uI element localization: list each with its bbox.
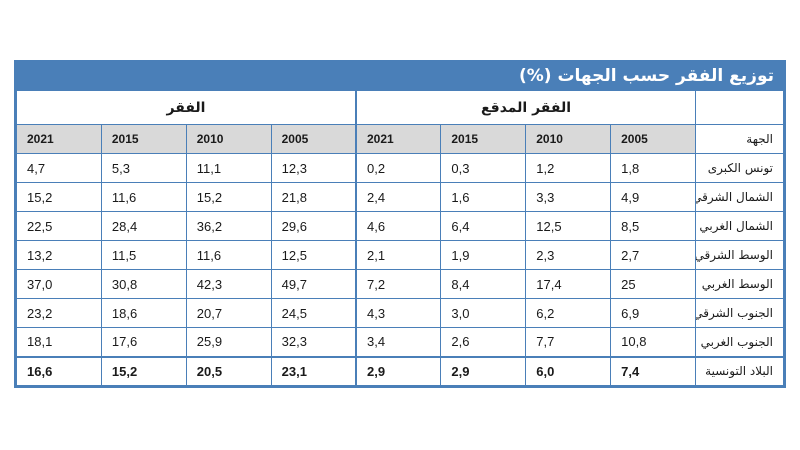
poverty-value-cell: 42,3 — [185, 269, 272, 299]
extreme-poverty-value-cell: 1,8 — [610, 153, 696, 183]
table-row: تونس الكبرى 1,8 1,2 0,3 0,2 12,3 11,1 5,3 4,7 — [16, 153, 784, 183]
poverty-value-cell: 24,5 — [270, 298, 357, 328]
extreme-poverty-value-cell: 4,6 — [355, 211, 442, 241]
poverty-value-cell: 30,8 — [100, 269, 187, 299]
extreme-poverty-group-header: الفقر المدقع — [355, 90, 696, 125]
extreme-poverty-value-cell: 2,9 — [355, 355, 442, 386]
poverty-group-header: الفقر — [16, 90, 357, 125]
extreme-poverty-value-cell: 10,8 — [610, 327, 696, 357]
region-cell: الوسط الغربي — [695, 269, 784, 299]
extreme-poverty-value-cell: 8,5 — [610, 211, 696, 241]
poverty-value-cell: 22,5 — [16, 211, 102, 241]
extreme-poverty-value-cell: 2,6 — [440, 327, 527, 357]
table-row: الوسط الشرقي 2,7 2,3 1,9 2,1 12,5 11,6 11,5 13,2 — [16, 240, 784, 270]
poverty-value-cell: 11,6 — [185, 240, 272, 270]
extreme-poverty-value-cell: 6,0 — [525, 355, 612, 386]
group-header-row: الفقر المدقع الفقر — [16, 90, 784, 125]
poverty-value-cell: 12,5 — [270, 240, 357, 270]
extreme-poverty-value-cell: 2,1 — [355, 240, 442, 270]
extreme-poverty-value-cell: 12,5 — [525, 211, 612, 241]
region-cell: الشمال الشرقي — [695, 182, 784, 212]
extreme-poverty-value-cell: 17,4 — [525, 269, 612, 299]
poverty-value-cell: 15,2 — [185, 182, 272, 212]
extreme-poverty-value-cell: 2,3 — [525, 240, 612, 270]
extreme-poverty-value-cell: 0,3 — [440, 153, 527, 183]
total-row: البلاد التونسية 7,4 6,0 2,9 2,9 23,1 20,5 15,2 1… — [16, 355, 784, 386]
extreme-poverty-value-cell: 7,7 — [525, 327, 612, 357]
year-header: 2015 — [440, 124, 527, 154]
table-row: الجنوب الشرقي 6,9 6,2 3,0 4,3 24,5 20,7 18,6 23,… — [16, 298, 784, 328]
poverty-value-cell: 20,5 — [185, 355, 272, 386]
year-header: 2010 — [185, 124, 272, 154]
table-row: الجنوب الغربي 10,8 7,7 2,6 3,4 32,3 25,9 17,6 18… — [16, 327, 784, 357]
poverty-value-cell: 16,6 — [16, 355, 102, 386]
poverty-value-cell: 49,7 — [270, 269, 357, 299]
region-cell: البلاد التونسية — [695, 355, 784, 386]
extreme-poverty-value-cell: 25 — [610, 269, 696, 299]
region-cell: الوسط الشرقي — [695, 240, 784, 270]
poverty-value-cell: 11,5 — [100, 240, 187, 270]
poverty-value-cell: 21,8 — [270, 182, 357, 212]
poverty-value-cell: 25,9 — [185, 327, 272, 357]
poverty-value-cell: 23,1 — [270, 355, 357, 386]
year-header: 2021 — [16, 124, 102, 154]
table-row: الشمال الغربي 8,5 12,5 6,4 4,6 29,6 36,2 28,4 22… — [16, 211, 784, 241]
extreme-poverty-value-cell: 7,2 — [355, 269, 442, 299]
extreme-poverty-value-cell: 1,6 — [440, 182, 527, 212]
extreme-poverty-value-cell: 6,4 — [440, 211, 527, 241]
extreme-poverty-value-cell: 3,3 — [525, 182, 612, 212]
extreme-poverty-value-cell: 6,2 — [525, 298, 612, 328]
year-header: 2015 — [100, 124, 187, 154]
extreme-poverty-value-cell: 1,2 — [525, 153, 612, 183]
region-cell: الجنوب الغربي — [695, 327, 784, 357]
extreme-poverty-value-cell: 4,3 — [355, 298, 442, 328]
extreme-poverty-value-cell: 1,9 — [440, 240, 527, 270]
poverty-table: الفقر المدقع الفقر الجهة 2005 2010 2015 … — [16, 90, 784, 386]
poverty-value-cell: 23,2 — [16, 298, 102, 328]
year-header: 2021 — [355, 124, 442, 154]
region-cell: الجنوب الشرقي — [695, 298, 784, 328]
poverty-value-cell: 18,1 — [16, 327, 102, 357]
poverty-value-cell: 11,1 — [185, 153, 272, 183]
poverty-value-cell: 12,3 — [270, 153, 357, 183]
poverty-value-cell: 37,0 — [16, 269, 102, 299]
extreme-poverty-value-cell: 0,2 — [355, 153, 442, 183]
extreme-poverty-value-cell: 3,4 — [355, 327, 442, 357]
poverty-value-cell: 15,2 — [16, 182, 102, 212]
extreme-poverty-value-cell: 4,9 — [610, 182, 696, 212]
extreme-poverty-value-cell: 8,4 — [440, 269, 527, 299]
poverty-value-cell: 36,2 — [185, 211, 272, 241]
region-cell: تونس الكبرى — [695, 153, 784, 183]
table-row: الشمال الشرقي 4,9 3,3 1,6 2,4 21,8 15,2 11,6 15,… — [16, 182, 784, 212]
extreme-poverty-value-cell: 2,7 — [610, 240, 696, 270]
poverty-value-cell: 29,6 — [270, 211, 357, 241]
poverty-value-cell: 15,2 — [100, 355, 187, 386]
extreme-poverty-value-cell: 7,4 — [610, 355, 696, 386]
year-header: 2005 — [270, 124, 357, 154]
extreme-poverty-value-cell: 6,9 — [610, 298, 696, 328]
extreme-poverty-value-cell: 3,0 — [440, 298, 527, 328]
poverty-value-cell: 5,3 — [100, 153, 187, 183]
year-header-row: الجهة 2005 2010 2015 2021 2005 2010 2015… — [16, 124, 784, 154]
poverty-value-cell: 18,6 — [100, 298, 187, 328]
poverty-table-panel: توزيع الفقر حسب الجهات (%) الفقر المدقع … — [14, 60, 786, 388]
table-title: توزيع الفقر حسب الجهات (%) — [16, 62, 784, 90]
poverty-value-cell: 32,3 — [270, 327, 357, 357]
year-header: 2005 — [610, 124, 696, 154]
extreme-poverty-value-cell: 2,4 — [355, 182, 442, 212]
poverty-value-cell: 4,7 — [16, 153, 102, 183]
extreme-poverty-value-cell: 2,9 — [440, 355, 527, 386]
poverty-value-cell: 11,6 — [100, 182, 187, 212]
region-cell: الشمال الغربي — [695, 211, 784, 241]
poverty-value-cell: 28,4 — [100, 211, 187, 241]
poverty-value-cell: 13,2 — [16, 240, 102, 270]
year-header: 2010 — [525, 124, 612, 154]
table-row: الوسط الغربي 25 17,4 8,4 7,2 49,7 42,3 30,8 37,0 — [16, 269, 784, 299]
region-column-header: الجهة — [695, 124, 784, 154]
region-group-spacer — [695, 90, 784, 125]
poverty-value-cell: 17,6 — [100, 327, 187, 357]
poverty-value-cell: 20,7 — [185, 298, 272, 328]
